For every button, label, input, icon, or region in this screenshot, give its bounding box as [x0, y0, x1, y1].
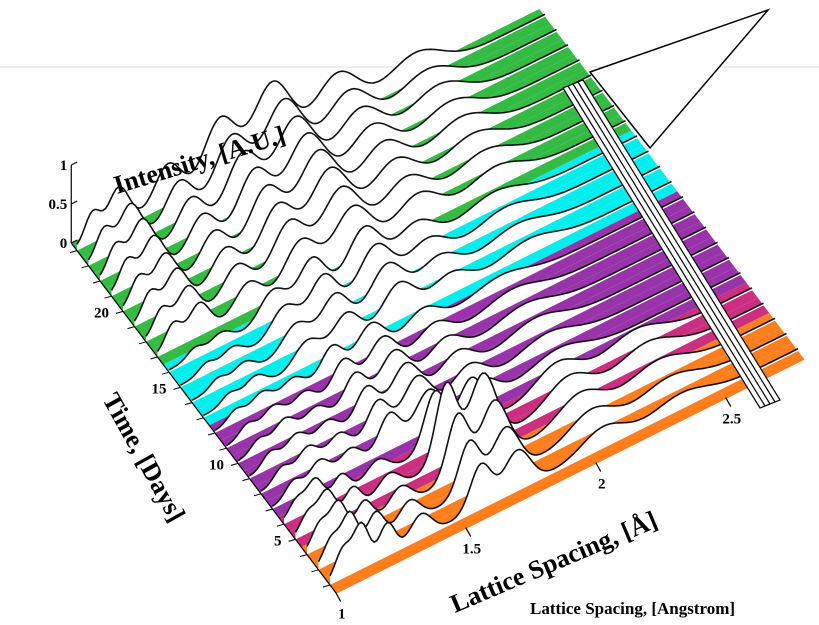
axes-layer: 1 1.5 2 2.5 5 10 15 20 0 0.5 1: [49, 158, 805, 623]
spectrum-line-day-4: [306, 317, 776, 547]
spectrum-day-5: [289, 297, 770, 547]
y-tick-mark: [81, 265, 89, 269]
x-tick-label: 1.5: [462, 542, 481, 558]
y-tick-label: 5: [274, 533, 282, 549]
x-tick-mark: [465, 527, 472, 537]
y-tick-mark: [184, 402, 193, 406]
y-tick-mark: [207, 432, 216, 436]
spectrum-line-day-7: [272, 271, 741, 507]
spectrum-day-3: [312, 328, 793, 578]
z-tick-mark: [71, 161, 78, 166]
y-tick-mark: [115, 310, 124, 314]
y-tick-mark: [138, 341, 147, 345]
y-tick-mark: [299, 554, 308, 558]
y-tick-mark: [265, 508, 273, 512]
spectrum-fill-day-3: [318, 333, 787, 570]
spectrum-fill-day-5: [295, 303, 764, 540]
spectrum-day-12: [209, 191, 689, 441]
z-tick-label: 0: [60, 236, 68, 252]
spectrum-day-6: [278, 282, 758, 532]
x-tick-label: 1: [338, 607, 346, 623]
y-tick-label: 10: [209, 457, 224, 473]
spectrum-day-4: [301, 313, 781, 563]
spectrum-day-13: [197, 176, 678, 426]
spectrum-line-day-2: [329, 347, 799, 577]
z-tick-label: 1: [60, 158, 68, 174]
spectrum-line-day-16: [168, 135, 638, 371]
spectrum-line-day-10: [237, 226, 707, 462]
spectrum-fill-day-12: [215, 196, 683, 433]
y-tick-mark: [69, 250, 78, 254]
spectrum-line-day-20: [122, 74, 592, 307]
z-tick-mark: [71, 239, 78, 244]
spectrum-line-day-12: [214, 195, 684, 431]
y-tick-mark: [288, 538, 296, 542]
y-tick-mark: [127, 326, 135, 330]
spectra-layer: [71, 9, 804, 593]
spectrum-line-day-19: [133, 89, 603, 322]
spectrum-line-day-6: [283, 287, 753, 519]
y-axis-title: Time, [Days]: [97, 388, 191, 527]
x-tick-mark: [725, 397, 732, 407]
spectrum-fill-day-13: [203, 181, 672, 418]
z-tick-label: 0.5: [49, 197, 68, 213]
y-tick-mark: [311, 569, 319, 573]
y-tick-mark: [253, 493, 262, 497]
spectrum-line-day-22: [99, 43, 569, 276]
spectrum-fill-day-4: [307, 318, 775, 555]
y-tick-mark: [92, 280, 101, 284]
spectrum-line-day-14: [191, 165, 661, 401]
spectrum-line-day-23: [87, 28, 557, 261]
y-tick-mark: [150, 356, 158, 360]
y-tick-mark: [196, 417, 204, 421]
spectrum-fill-day-6: [284, 287, 752, 525]
spectrum-line-day-13: [203, 180, 672, 417]
spectrum-line-day-21: [110, 59, 580, 291]
x-tick-label: 2: [598, 477, 606, 493]
y-tick-mark: [276, 523, 285, 527]
y-tick-mark: [219, 447, 227, 451]
y-tick-mark: [104, 295, 112, 299]
spectrum-line-day-5: [294, 302, 764, 533]
spectrum-line-day-8: [260, 256, 730, 492]
y-tick-mark: [322, 584, 331, 588]
spectrum-fill-day-7: [272, 272, 741, 509]
x-tick-mark: [595, 462, 602, 472]
y-tick-mark: [161, 371, 170, 375]
spectrum-line-day-3: [317, 332, 787, 562]
x-tick-label: 2.5: [722, 412, 741, 428]
diffraction-cone-sketch: [562, 8, 781, 409]
spectrum-line-day-17: [156, 119, 626, 352]
spectrum-line-day-18: [145, 104, 615, 337]
y-tick-mark: [173, 386, 181, 390]
spectrum-fill-day-11: [226, 211, 695, 449]
spectrum-line-day-24: [76, 13, 546, 245]
cone-shape: [588, 8, 771, 150]
y-tick-label: 20: [94, 305, 109, 321]
spectrum-line-day-15: [180, 150, 649, 386]
spectrum-line-day-9: [249, 241, 718, 477]
y-tick-mark: [230, 462, 239, 466]
y-tick-mark: [242, 478, 250, 482]
caption-label: Lattice Spacing, [Angstrom]: [530, 599, 735, 618]
spectrum-fill-day-2: [330, 348, 798, 585]
spectrum-day-11: [220, 206, 701, 456]
x-tick-mark: [335, 592, 342, 602]
y-tick-label: 15: [152, 381, 167, 397]
z-tick-mark: [71, 200, 78, 205]
spectrum-day-7: [266, 267, 747, 517]
spectrum-line-day-11: [226, 211, 695, 447]
spectrum-day-2: [324, 343, 804, 593]
